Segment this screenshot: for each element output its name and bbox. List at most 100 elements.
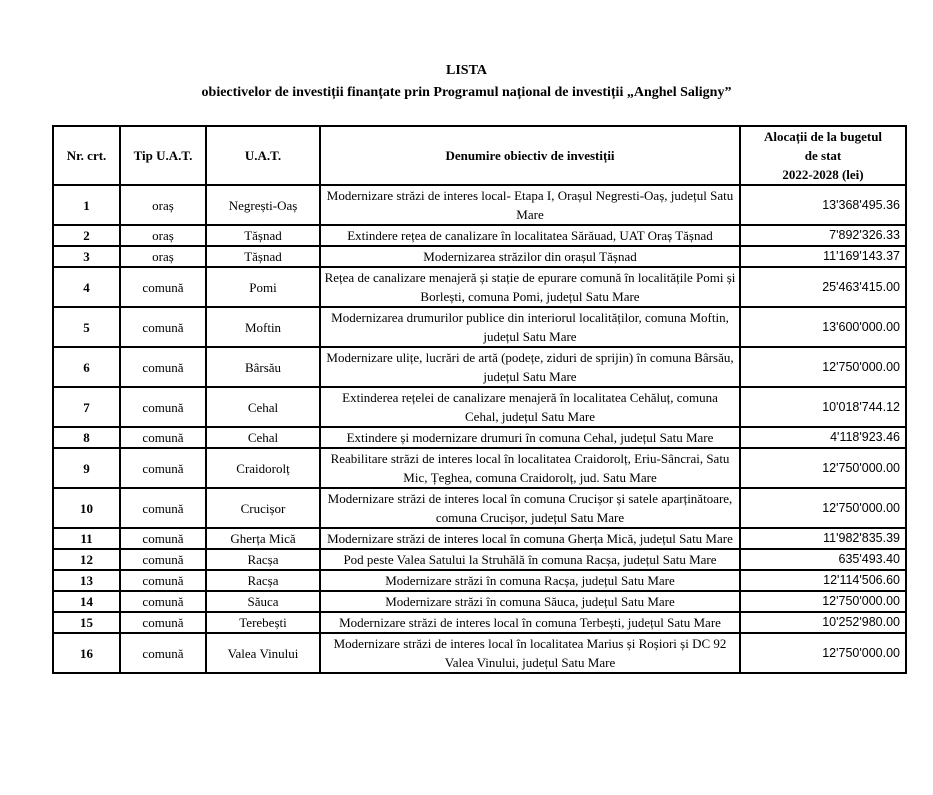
cell-alocatie: 12'750'000.00 — [739, 590, 907, 613]
cell-nr-crt: 13 — [52, 569, 121, 592]
cell-alocatie: 10'018'744.12 — [739, 386, 907, 428]
cell-alocatie: 13'368'495.36 — [739, 184, 907, 226]
cell-uat: Negrești-Oaș — [205, 184, 321, 226]
cell-tip-uat: comună — [119, 527, 207, 550]
table-row: 3 oraș Tășnad Modernizarea străzilor din… — [52, 245, 907, 268]
cell-nr-crt: 14 — [52, 590, 121, 613]
cell-tip-uat: comună — [119, 487, 207, 529]
cell-alocatie: 12'114'506.60 — [739, 569, 907, 592]
cell-alocatie: 25'463'415.00 — [739, 266, 907, 308]
cell-alocatie: 12'750'000.00 — [739, 346, 907, 388]
cell-alocatie: 635'493.40 — [739, 548, 907, 571]
cell-nr-crt: 10 — [52, 487, 121, 529]
cell-denumire: Modernizarea drumurilor publice din inte… — [319, 306, 741, 348]
cell-nr-crt: 16 — [52, 632, 121, 674]
table-row: 13 comună Racșa Modernizare străzi în co… — [52, 569, 907, 592]
cell-tip-uat: comună — [119, 632, 207, 674]
col-header-denumire: Denumire obiectiv de investiții — [319, 125, 741, 186]
cell-uat: Tășnad — [205, 224, 321, 247]
investments-table: Nr. crt. Tip U.A.T. U.A.T. Denumire obie… — [52, 125, 907, 674]
cell-denumire: Modernizare străzi de interes local în c… — [319, 487, 741, 529]
cell-uat: Bârsău — [205, 346, 321, 388]
cell-alocatie: 11'169'143.37 — [739, 245, 907, 268]
cell-tip-uat: comună — [119, 590, 207, 613]
table-row: 1 oraș Negrești-Oaș Modernizare străzi d… — [52, 184, 907, 226]
cell-uat: Terebești — [205, 611, 321, 634]
cell-uat: Crucișor — [205, 487, 321, 529]
cell-uat: Craidorolț — [205, 447, 321, 489]
cell-tip-uat: comună — [119, 611, 207, 634]
cell-uat: Racșa — [205, 569, 321, 592]
table-row: 8 comună Cehal Extindere și modernizare … — [52, 426, 907, 449]
cell-tip-uat: comună — [119, 266, 207, 308]
table-row: 9 comună Craidorolț Reabilitare străzi d… — [52, 447, 907, 489]
cell-nr-crt: 8 — [52, 426, 121, 449]
table-row: 7 comună Cehal Extinderea rețelei de can… — [52, 386, 907, 428]
cell-alocatie: 11'982'835.39 — [739, 527, 907, 550]
table-row: 6 comună Bârsău Modernizare ulițe, lucră… — [52, 346, 907, 388]
table-row: 14 comună Săuca Modernizare străzi în co… — [52, 590, 907, 613]
cell-denumire: Extindere rețea de canalizare în localit… — [319, 224, 741, 247]
cell-tip-uat: oraș — [119, 224, 207, 247]
col-header-nr-crt: Nr. crt. — [52, 125, 121, 186]
cell-alocatie: 10'252'980.00 — [739, 611, 907, 634]
cell-nr-crt: 5 — [52, 306, 121, 348]
cell-uat: Cehal — [205, 426, 321, 449]
cell-denumire: Modernizare străzi de interes local în c… — [319, 527, 741, 550]
table-header-row: Nr. crt. Tip U.A.T. U.A.T. Denumire obie… — [52, 125, 907, 186]
table-row: 2 oraș Tășnad Extindere rețea de canaliz… — [52, 224, 907, 247]
table-row: 4 comună Pomi Rețea de canalizare menaje… — [52, 266, 907, 308]
col-header-tip-uat: Tip U.A.T. — [119, 125, 207, 186]
cell-nr-crt: 3 — [52, 245, 121, 268]
cell-uat: Moftin — [205, 306, 321, 348]
cell-uat: Cehal — [205, 386, 321, 428]
col-header-uat: U.A.T. — [205, 125, 321, 186]
table-row: 16 comună Valea Vinului Modernizare stră… — [52, 632, 907, 674]
cell-tip-uat: oraș — [119, 184, 207, 226]
cell-tip-uat: comună — [119, 569, 207, 592]
cell-denumire: Modernizare străzi în comuna Săuca, jude… — [319, 590, 741, 613]
cell-nr-crt: 15 — [52, 611, 121, 634]
cell-nr-crt: 2 — [52, 224, 121, 247]
cell-denumire: Modernizare ulițe, lucrări de artă (pode… — [319, 346, 741, 388]
table-body: 1 oraș Negrești-Oaș Modernizare străzi d… — [52, 184, 907, 674]
cell-denumire: Extindere și modernizare drumuri în comu… — [319, 426, 741, 449]
cell-nr-crt: 12 — [52, 548, 121, 571]
cell-alocatie: 12'750'000.00 — [739, 632, 907, 674]
cell-uat: Săuca — [205, 590, 321, 613]
cell-uat: Racșa — [205, 548, 321, 571]
cell-tip-uat: comună — [119, 386, 207, 428]
table-row: 11 comună Gherța Mică Modernizare străzi… — [52, 527, 907, 550]
cell-denumire: Modernizarea străzilor din orașul Tășnad — [319, 245, 741, 268]
table-row: 15 comună Terebești Modernizare străzi d… — [52, 611, 907, 634]
cell-tip-uat: comună — [119, 346, 207, 388]
table-row: 12 comună Racșa Pod peste Valea Satului … — [52, 548, 907, 571]
cell-nr-crt: 11 — [52, 527, 121, 550]
cell-uat: Gherța Mică — [205, 527, 321, 550]
document-title: LISTA — [446, 63, 487, 78]
cell-denumire: Modernizare străzi în comuna Racșa, jude… — [319, 569, 741, 592]
cell-tip-uat: oraș — [119, 245, 207, 268]
cell-denumire: Modernizare străzi de interes local în l… — [319, 632, 741, 674]
cell-tip-uat: comună — [119, 426, 207, 449]
cell-denumire: Reabilitare străzi de interes local în l… — [319, 447, 741, 489]
cell-uat: Pomi — [205, 266, 321, 308]
cell-denumire: Extinderea rețelei de canalizare menajer… — [319, 386, 741, 428]
cell-nr-crt: 1 — [52, 184, 121, 226]
cell-denumire: Modernizare străzi de interes local în c… — [319, 611, 741, 634]
cell-alocatie: 12'750'000.00 — [739, 487, 907, 529]
cell-tip-uat: comună — [119, 447, 207, 489]
cell-denumire: Modernizare străzi de interes local- Eta… — [319, 184, 741, 226]
cell-nr-crt: 9 — [52, 447, 121, 489]
cell-denumire: Pod peste Valea Satului la Struhălă în c… — [319, 548, 741, 571]
cell-tip-uat: comună — [119, 306, 207, 348]
cell-uat: Tășnad — [205, 245, 321, 268]
cell-nr-crt: 7 — [52, 386, 121, 428]
cell-alocatie: 4'118'923.46 — [739, 426, 907, 449]
cell-alocatie: 12'750'000.00 — [739, 447, 907, 489]
cell-alocatie: 7'892'326.33 — [739, 224, 907, 247]
cell-nr-crt: 4 — [52, 266, 121, 308]
cell-uat: Valea Vinului — [205, 632, 321, 674]
cell-denumire: Rețea de canalizare menajeră și stație d… — [319, 266, 741, 308]
